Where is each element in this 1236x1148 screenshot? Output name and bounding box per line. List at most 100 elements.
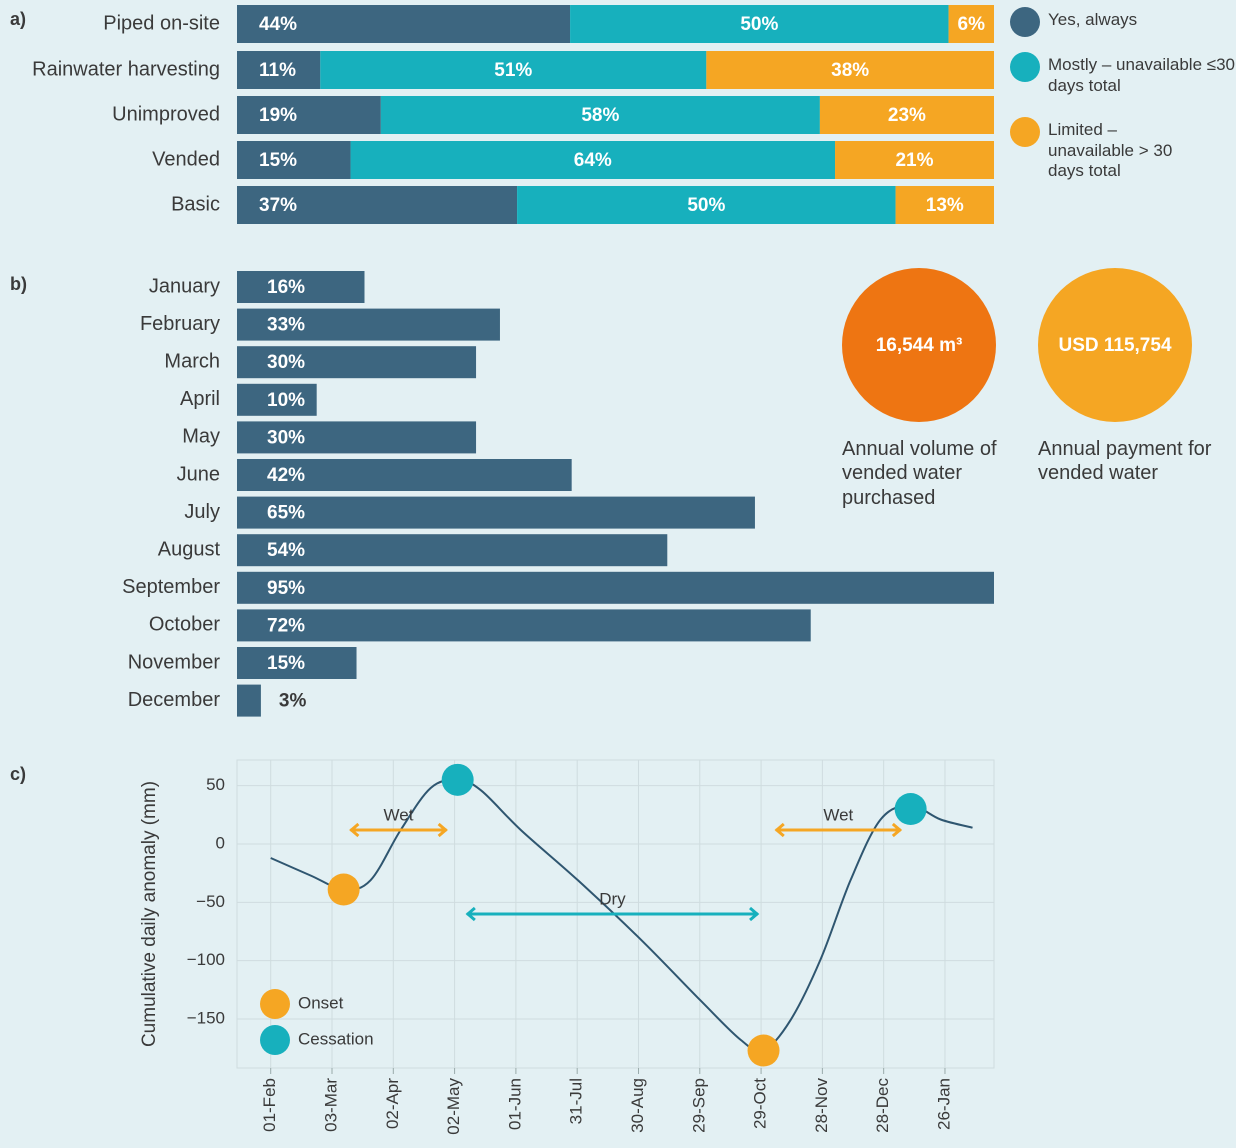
arrow-head <box>349 822 360 838</box>
bar-segment <box>706 51 994 89</box>
callout-caption: Annual volume of vended water purchased <box>842 438 997 509</box>
value-label: 50% <box>740 14 778 35</box>
bar-segment <box>237 186 518 224</box>
category-label: Vended <box>152 148 220 170</box>
legend-swatch <box>260 989 290 1019</box>
x-tick-label: 30-Aug <box>628 1078 647 1133</box>
value-label: 64% <box>574 150 612 171</box>
value-label: 72% <box>267 615 305 636</box>
bar <box>237 609 811 642</box>
y-axis-label: Cumulative daily anomaly (mm) <box>139 781 160 1047</box>
panel-label: b) <box>10 274 27 294</box>
bar <box>237 271 365 303</box>
value-label: 50% <box>687 195 725 216</box>
value-label: 15% <box>259 150 297 171</box>
y-tick-label: 50 <box>206 775 225 794</box>
bar <box>237 571 994 604</box>
value-label: 44% <box>259 14 297 35</box>
bar-segment <box>819 96 994 134</box>
marker <box>441 763 474 796</box>
bar-segment <box>570 5 949 43</box>
bar-segment <box>948 5 994 43</box>
x-tick-label: 31-Jul <box>567 1078 586 1124</box>
value-label: 51% <box>494 60 532 81</box>
x-tick-label: 26-Jan <box>934 1078 953 1130</box>
value-label: 10% <box>267 390 305 411</box>
legend-swatch <box>1010 117 1040 147</box>
value-label: 3% <box>279 691 307 712</box>
y-tick-label: −100 <box>187 950 225 969</box>
value-label: 54% <box>267 540 305 561</box>
x-tick-label: 28-Nov <box>812 1078 831 1133</box>
arrow-head <box>891 822 903 838</box>
annotation-label: Wet <box>384 805 414 824</box>
bar <box>237 308 500 341</box>
callout-value: 16,544 m³ <box>876 335 963 356</box>
bar <box>237 647 357 679</box>
legend-swatch <box>1010 7 1040 37</box>
x-tick-label: 01-Feb <box>260 1078 279 1132</box>
bar <box>237 421 477 454</box>
category-label: October <box>149 614 220 636</box>
panel-label: c) <box>10 764 26 784</box>
bar-segment <box>237 141 351 179</box>
y-tick-label: 0 <box>216 833 225 852</box>
bar-segment <box>895 186 994 224</box>
bar <box>237 383 317 416</box>
value-label: 42% <box>267 465 305 486</box>
value-label: 16% <box>267 277 305 298</box>
line <box>270 778 973 1053</box>
bar <box>237 496 755 529</box>
value-label: 38% <box>831 60 869 81</box>
bar-segment <box>350 141 836 179</box>
annotation-label: Dry <box>599 889 626 908</box>
category-label: Unimproved <box>112 103 220 125</box>
arrow-head <box>749 906 760 922</box>
bar-segment <box>237 96 381 134</box>
value-label: 37% <box>259 195 297 216</box>
value-label: 58% <box>581 105 619 126</box>
x-tick-label: 03-Mar <box>321 1078 340 1132</box>
plot-area <box>236 759 995 1069</box>
x-tick-label: 02-May <box>444 1078 463 1135</box>
category-label: Basic <box>171 193 220 215</box>
bar-segment <box>320 51 707 89</box>
annotation-label: Wet <box>823 805 853 824</box>
legend-label: Mostly – unavailable ≤30 days total <box>1048 55 1235 95</box>
panel-label: a) <box>10 9 26 29</box>
category-label: Rainwater harvesting <box>32 58 220 80</box>
bar-segment <box>237 51 321 89</box>
value-label: 15% <box>267 653 305 674</box>
legend-label: Limited – unavailable > 30 days total <box>1048 120 1173 181</box>
y-tick-label: −150 <box>187 1008 225 1027</box>
category-label: June <box>177 463 220 485</box>
category-label: January <box>149 275 220 297</box>
callout-value: USD 115,754 <box>1058 335 1171 356</box>
legend-swatch <box>1010 52 1040 82</box>
category-label: November <box>128 651 221 673</box>
callout-circle <box>842 268 996 422</box>
callout-circle <box>1038 268 1192 422</box>
bar-segment <box>380 96 820 134</box>
value-label: 30% <box>267 352 305 373</box>
category-label: February <box>140 313 220 335</box>
category-label: March <box>164 350 220 372</box>
y-tick-label: −50 <box>196 892 225 911</box>
legend-label: Cessation <box>298 1029 374 1048</box>
x-tick-label: 01-Jun <box>505 1078 524 1130</box>
value-label: 23% <box>888 105 926 126</box>
x-tick-label: 29-Sep <box>689 1078 708 1133</box>
category-label: May <box>182 426 220 448</box>
bar <box>237 684 261 717</box>
legend-label: Onset <box>298 993 344 1012</box>
value-label: 13% <box>926 195 964 216</box>
value-label: 65% <box>267 503 305 524</box>
value-label: 11% <box>259 60 296 81</box>
callout-caption: Annual payment for vended water <box>1038 438 1212 485</box>
arrow-head <box>465 906 476 922</box>
value-label: 21% <box>895 150 933 171</box>
marker <box>747 1034 780 1067</box>
bar <box>237 534 668 567</box>
arrow-head <box>774 822 785 838</box>
